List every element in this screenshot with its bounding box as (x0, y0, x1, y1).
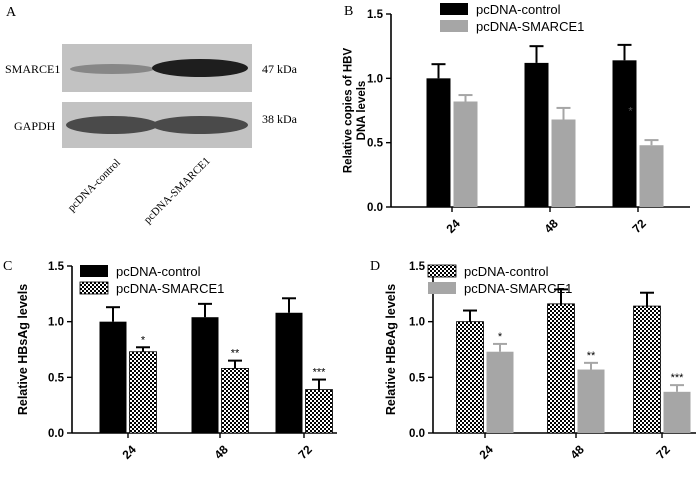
band-label-gapdh: GAPDH (14, 119, 56, 133)
band-gapdh-control (66, 116, 158, 134)
significance-label: *** (671, 372, 685, 384)
y-tick-label: 1.0 (367, 73, 383, 85)
x-tick-label: 72 (295, 442, 315, 462)
legend-swatch-smarce1 (440, 20, 468, 32)
band-label-smarce1: SMARCE1 (5, 62, 60, 76)
band-smarce1-control (70, 64, 154, 74)
x-tick-label: 24 (443, 216, 463, 236)
legend-swatch-smarce1 (79, 281, 109, 295)
legend-swatch-smarce1 (428, 282, 456, 294)
x-tick-label: 24 (119, 442, 139, 462)
legend-label-control: pcDNA-control (116, 264, 201, 279)
bar-control (275, 312, 303, 433)
bar-control (524, 62, 549, 207)
y-tick-label: 1.0 (409, 317, 425, 329)
panel-letter-a: A (6, 5, 17, 20)
bar-smarce1 (551, 119, 576, 207)
y-tick-label: 0.0 (367, 202, 383, 214)
legend-label-control: pcDNA-control (464, 264, 549, 279)
panel-letter: B (344, 4, 353, 19)
bar-control (633, 305, 661, 434)
y-tick-label: 0.5 (48, 372, 65, 384)
band-gapdh-smarce1 (152, 116, 248, 134)
legend-swatch-control (427, 264, 457, 278)
bar-smarce1 (577, 369, 605, 433)
bar-control (456, 321, 484, 434)
panel-c-hbsag-chart: C 0.0 0.5 1.0 1.5 Relative HBsAg levels * 24 ** 4… (3, 259, 337, 462)
legend-label-smarce1: pcDNA-SMARCE1 (464, 281, 572, 296)
lane-label-control: pcDNA-control (66, 157, 123, 214)
y-axis-title: Relative copies of HBVDNA levels (343, 48, 368, 174)
lane-label-smarce1: pcDNA-SMARCE1 (142, 155, 213, 226)
legend-swatch-control (80, 265, 108, 277)
y-axis-title: Relative HBeAg levels (384, 284, 398, 415)
bar-smarce1 (486, 351, 514, 433)
y-tick-label: 0.5 (409, 372, 426, 384)
panel-d-hbeag-chart: D 0.0 0.5 1.0 1.5 Relative HBeAg levels * 24 ** 4… (370, 259, 696, 462)
significance-label: ** (587, 350, 596, 362)
x-tick-label: 48 (567, 442, 587, 462)
y-tick-label: 1.5 (48, 261, 65, 273)
x-tick-label: 48 (211, 442, 231, 462)
legend-label-smarce1: pcDNA-SMARCE1 (116, 281, 224, 296)
legend-label-control: pcDNA-control (476, 2, 561, 17)
y-tick-label: 1.5 (367, 9, 384, 21)
bar-control (612, 60, 637, 207)
bar-control (426, 78, 451, 207)
significance-label: * (628, 105, 633, 117)
y-axis-title: Relative HBsAg levels (16, 284, 30, 415)
bar-control (99, 321, 127, 433)
band-smarce1-overexpressed (152, 59, 248, 77)
legend-label-smarce1: pcDNA-SMARCE1 (476, 19, 584, 34)
x-tick-label: 72 (653, 442, 673, 462)
panel-b-hbv-dna-chart: B 0.0 0.5 1.0 1.5 Relative copies of HBVDNA l… (343, 2, 690, 236)
bar-smarce1 (663, 391, 691, 433)
significance-label: * (498, 331, 503, 343)
significance-label: * (141, 334, 146, 346)
band-size-gapdh: 38 kDa (262, 112, 298, 126)
panel-letter: D (370, 259, 380, 274)
y-tick-label: 0.0 (409, 428, 425, 440)
bar-smarce1 (453, 101, 478, 207)
bar-smarce1 (129, 351, 157, 434)
band-size-smarce1: 47 kDa (262, 62, 298, 76)
bar-control (191, 317, 219, 433)
x-tick-label: 72 (629, 216, 649, 236)
bar-smarce1 (221, 368, 249, 434)
bar-smarce1 (639, 145, 664, 207)
y-tick-label: 0.0 (48, 428, 64, 440)
bar-smarce1 (305, 389, 333, 434)
significance-label: ** (231, 348, 240, 360)
panel-letter: C (3, 259, 12, 274)
y-tick-label: 1.5 (409, 261, 426, 273)
significance-label: *** (313, 367, 327, 379)
y-tick-label: 0.5 (367, 138, 384, 150)
y-tick-label: 1.0 (48, 317, 64, 329)
panel-a-western-blot: A SMARCE1 47 kDa GAPDH 38 kDa pcDNA-cont… (5, 5, 298, 226)
x-tick-label: 24 (476, 442, 496, 462)
x-tick-label: 48 (541, 216, 561, 236)
legend-swatch-control (440, 3, 468, 15)
bar-control (547, 303, 575, 434)
